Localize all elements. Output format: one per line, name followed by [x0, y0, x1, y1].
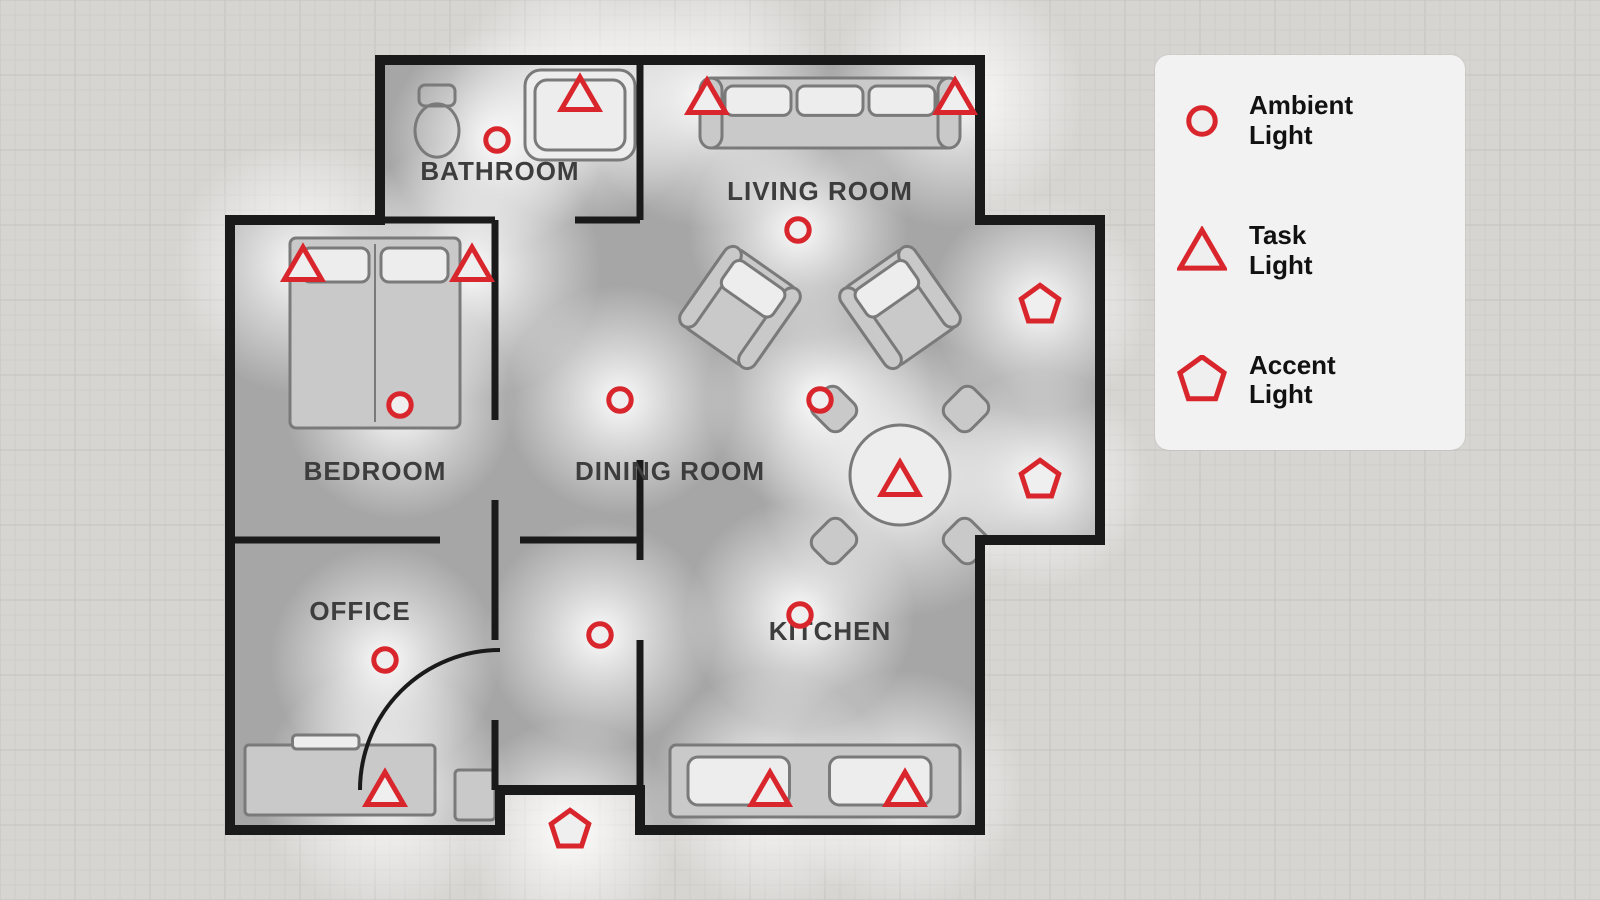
legend-panel: AmbientLight TaskLight AccentLight — [1155, 55, 1465, 450]
marker-ambient — [809, 389, 831, 411]
room-label: KITCHEN — [769, 616, 892, 646]
room-label: OFFICE — [309, 596, 410, 626]
legend-pentagon-icon — [1177, 355, 1227, 405]
marker-ambient — [389, 394, 411, 416]
room-label: LIVING ROOM — [727, 176, 913, 206]
furniture-cabinet — [455, 770, 495, 820]
legend-row-triangle: TaskLight — [1177, 221, 1443, 281]
room-label: BATHROOM — [420, 156, 579, 186]
marker-ambient — [589, 624, 611, 646]
room-label: DINING ROOM — [575, 456, 765, 486]
legend-circle-icon — [1177, 96, 1227, 146]
legend-label: TaskLight — [1249, 221, 1313, 281]
furniture-sofa — [700, 78, 960, 148]
legend-row-circle: AmbientLight — [1177, 91, 1443, 151]
legend-triangle-icon — [1177, 226, 1227, 276]
legend-label: AmbientLight — [1249, 91, 1353, 151]
room-label: BEDROOM — [304, 456, 447, 486]
legend-label: AccentLight — [1249, 351, 1336, 411]
legend-row-pentagon: AccentLight — [1177, 351, 1443, 411]
marker-ambient — [486, 129, 508, 151]
marker-ambient — [374, 649, 396, 671]
furniture-desk — [245, 735, 435, 815]
marker-ambient — [609, 389, 631, 411]
marker-ambient — [787, 219, 809, 241]
marker-ambient — [789, 604, 811, 626]
